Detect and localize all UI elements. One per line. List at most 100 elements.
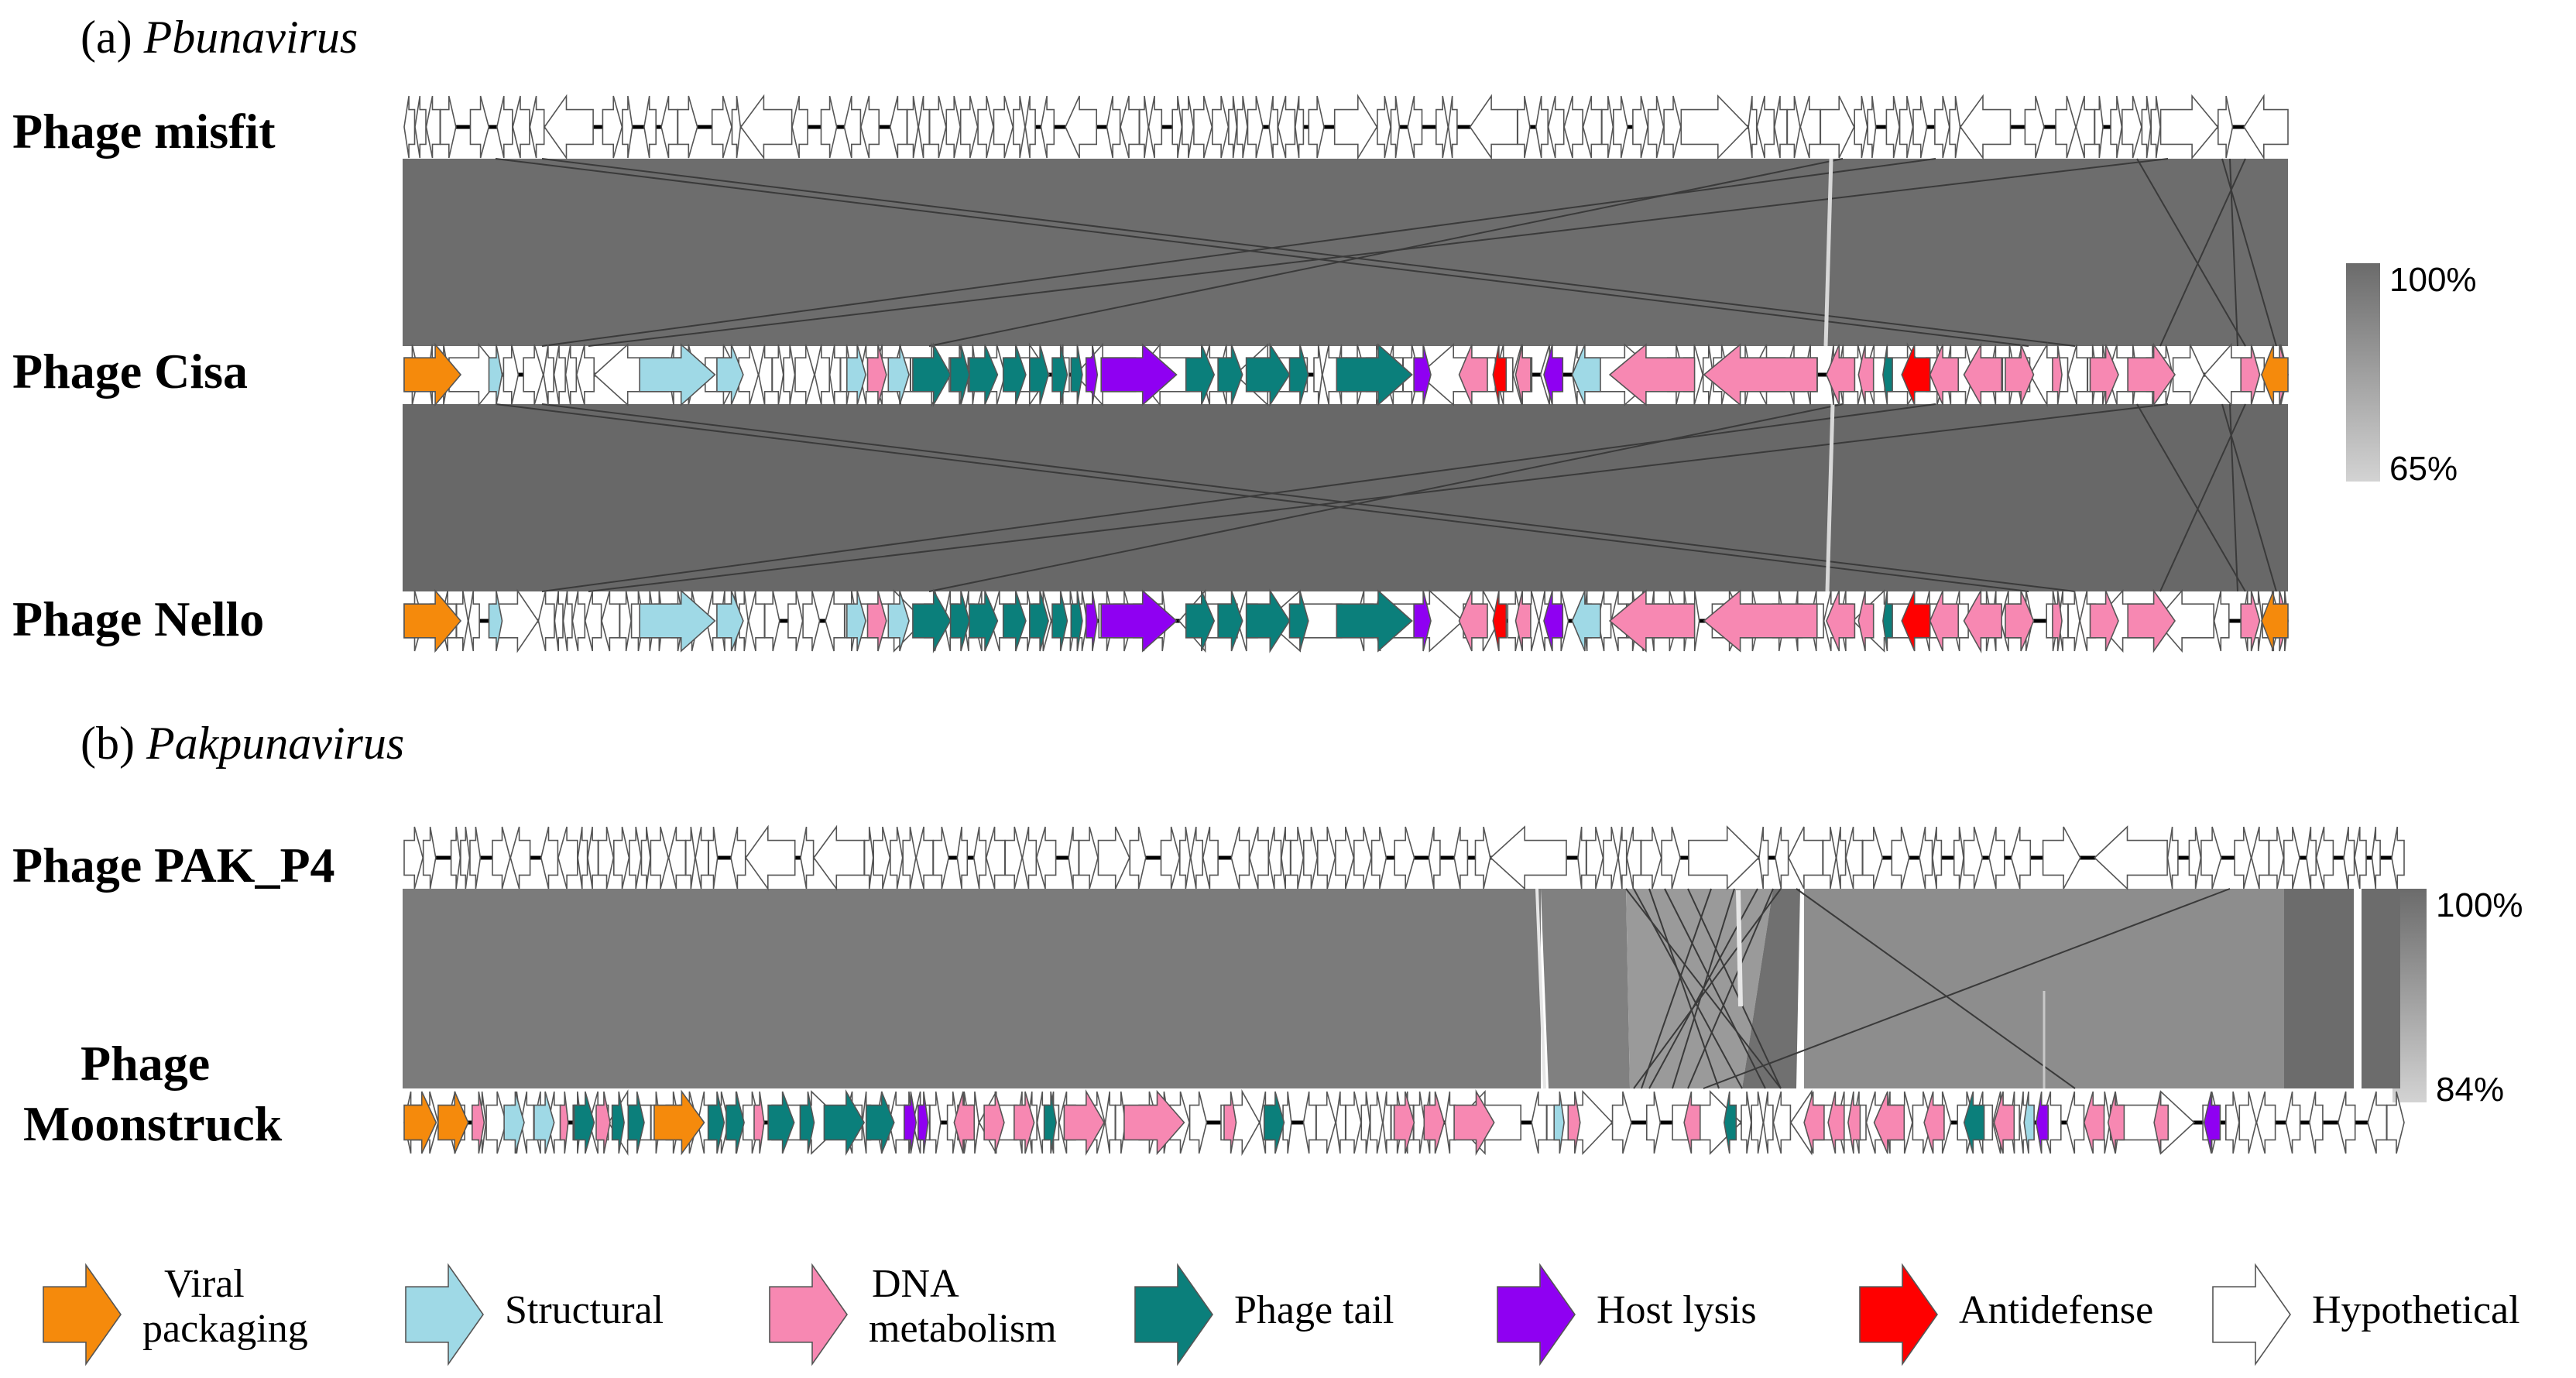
gene-misfit-51 [1407,95,1423,159]
gene-pak-p4-59 [1577,826,1587,890]
gene-dna-moonstruck-46 [2153,1091,2169,1154]
gene-nello-7 [554,590,564,652]
gene-pak-p4-30 [956,826,969,890]
panel-b-genus: Pakpunavirus [146,718,405,769]
legend-label-dna: DNA metabolism [869,1262,1057,1352]
gene-misfit-43 [1247,95,1264,159]
gene-pak-p4-87 [2251,826,2269,890]
gene-misfit-84 [2110,95,2123,159]
gene-pak-p4-78 [1963,826,1984,890]
gene-pak-p4-71 [1835,826,1847,890]
gene-moonstruck-37 [1104,1091,1116,1154]
gene-moonstruck-45 [1282,1091,1292,1154]
legend-arrow-anti [1859,1263,1938,1366]
gene-dna-moonstruck-30 [1453,1089,1495,1156]
gene-pak-p4-52 [1353,826,1372,890]
gene-tail-moonstruck-16 [823,1089,866,1156]
gene-pak-p4-89 [2283,826,2300,890]
gene-tail-moonstruck-11 [707,1091,725,1154]
gene-cisa-4 [503,344,520,406]
gene-cisa-36 [1313,344,1323,406]
gene-pak-p4-3 [460,826,471,890]
gene-misfit-56 [1535,95,1549,159]
legend-label-dna-line2: metabolism [869,1307,1057,1352]
gene-moonstruck-50 [1360,1091,1371,1154]
gene-dna-cisa-24 [1514,344,1532,406]
gene-pak-p4-24 [863,826,874,890]
legend-label-viral-line1: Viral [164,1262,245,1306]
gene-tail-cisa-18 [1245,342,1291,407]
legend-arrow-viral [43,1263,122,1366]
gene-pak-p4-4 [469,826,482,890]
gene-pak-p4-22 [800,826,815,890]
gene-dna-moonstruck-7 [595,1091,611,1154]
gene-misfit-82 [2075,95,2095,159]
gene-misfit-30 [1024,95,1036,159]
gene-moonstruck-89 [2255,1091,2276,1154]
scale-a-max-label: 100% [2389,261,2477,299]
gene-pak-p4-11 [598,826,615,890]
gene-moonstruck-55 [1413,1091,1425,1154]
gene-dna-moonstruck-5 [559,1091,569,1154]
gene-tail-nello-31 [1882,590,1893,652]
gene-misfit-87 [2150,95,2161,159]
gene-moonstruck-88 [2238,1091,2257,1154]
gene-nello-22 [747,590,766,652]
gene-pak-p4-90 [2306,826,2317,890]
gene-viral-moonstruck-1 [437,1091,469,1154]
gene-tail-nello-7 [912,588,952,654]
gene-pak-p4-35 [1035,826,1057,890]
gene-misfit-77 [1934,95,1950,159]
gene-pak-p4-49 [1303,826,1319,890]
gene-pak-p4-55 [1428,826,1441,890]
gene-dna-cisa-29 [1826,344,1856,406]
gene-moonstruck-65 [1751,1091,1765,1154]
gene-moonstruck-51 [1370,1091,1384,1154]
gene-anti-nello-32 [1901,590,1931,652]
gene-pak-p4-21 [745,824,796,891]
gene-pak-p4-51 [1335,826,1355,890]
gene-pak-p4-94 [2371,826,2381,890]
gene-dna-moonstruck-20 [953,1091,975,1154]
gene-moonstruck-92 [2338,1091,2356,1154]
gene-pak-p4-42 [1190,826,1203,890]
gene-misfit-32 [1065,95,1097,159]
gene-struct-nello-2 [639,589,716,653]
gene-lysis-nello-21 [1413,590,1432,652]
gene-cisa-18 [794,344,815,406]
gene-pak-p4-72 [1845,826,1864,890]
panel-a-title: (a) Pbunavirus [81,14,358,60]
gene-pak-p4-85 [2200,826,2222,890]
gene-pak-p4-41 [1179,826,1192,890]
gene-tail-moonstruck-14 [767,1091,795,1154]
gene-anti-cisa-23 [1492,344,1508,406]
gene-pak-p4-88 [2268,826,2285,890]
gene-dna-moonstruck-44 [2083,1091,2105,1154]
gene-lysis-cisa-15 [1100,343,1178,406]
gene-pak-p4-19 [708,826,719,890]
gene-dna-cisa-39 [2240,344,2261,406]
gene-pak-p4-17 [684,826,696,890]
gene-moonstruck-42 [1189,1091,1208,1154]
gene-pak-p4-32 [985,826,1006,890]
gene-misfit-74 [1885,95,1900,159]
gene-cisa-20 [828,344,841,406]
gene-cisa-77 [2172,344,2205,406]
gene-misfit-4 [469,95,490,159]
gene-lysis-cisa-21 [1413,344,1432,406]
gene-dna-moonstruck-37 [1847,1091,1861,1154]
gene-misfit-54 [1469,94,1518,160]
phage-label-moonstruck-line1: Phage [81,1036,211,1091]
gene-pak-p4-86 [2234,826,2252,890]
gene-pak-p4-58 [1490,825,1567,890]
genome-track-pak-p4 [403,824,2405,891]
gene-misfit-13 [677,95,698,159]
gene-pak-p4-5 [492,826,511,890]
genome-track-moonstruck [403,1088,2405,1157]
gene-dna-moonstruck-29 [1423,1091,1446,1154]
gene-pak-p4-23 [813,824,865,891]
gene-misfit-58 [1563,95,1583,159]
gene-misfit-9 [602,95,623,159]
gene-misfit-49 [1377,95,1391,159]
gene-cisa-6 [543,344,554,406]
